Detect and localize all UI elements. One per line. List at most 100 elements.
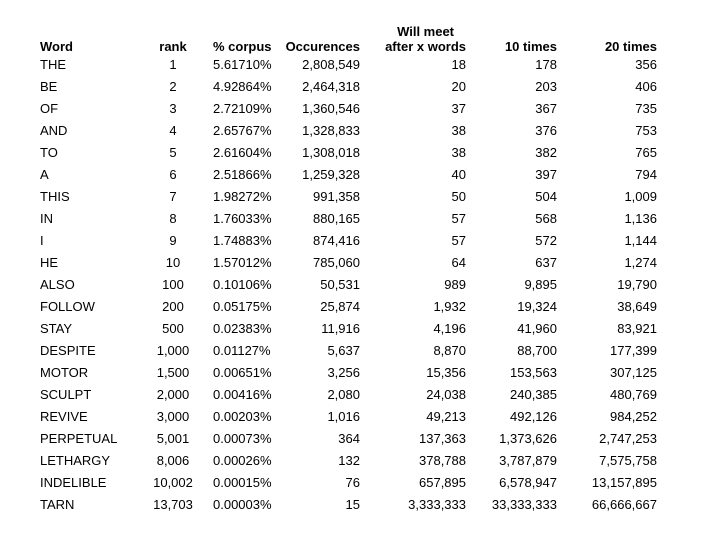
cell-10-times: 1,373,626	[499, 431, 557, 446]
cell-occurences: 76	[345, 475, 360, 490]
cell-10-times: 397	[535, 167, 557, 182]
cell-word: REVIVE	[40, 409, 88, 424]
cell-word: PERPETUAL	[40, 431, 118, 446]
table-row: FOLLOW 200 0.05175% 25,874 1,932 19,324 38,649	[40, 296, 657, 318]
cell-pct-corpus: 0.00651%	[213, 365, 272, 380]
table-row: TO 5 2.61604% 1,308,018 38 382 765	[40, 142, 657, 164]
cell-will-meet: 18	[451, 57, 466, 72]
header-will-meet-line1: Will meet	[397, 24, 455, 39]
cell-occurences: 50,531	[320, 277, 360, 292]
table-row: TARN 13,703 0.00003% 15 3,333,333 33,333,333 6…	[40, 494, 657, 516]
table-row: MOTOR 1,500 0.00651% 3,256 15,356 153,563 307,…	[40, 362, 657, 384]
cell-20-times: 1,136	[624, 211, 657, 226]
cell-pct-corpus: 2.65767%	[213, 123, 272, 138]
cell-20-times: 7,575,758	[599, 453, 657, 468]
cell-occurences: 1,308,018	[302, 145, 360, 160]
cell-pct-corpus: 1.76033%	[213, 211, 272, 226]
cell-rank: 1,500	[156, 365, 190, 380]
cell-20-times: 753	[635, 123, 657, 138]
cell-occurences: 11,916	[321, 321, 360, 336]
cell-will-meet: 64	[451, 255, 466, 270]
cell-10-times: 19,324	[517, 299, 557, 314]
cell-occurences: 991,358	[313, 189, 360, 204]
cell-rank: 1,000	[156, 343, 190, 358]
cell-20-times: 794	[635, 167, 657, 182]
cell-pct-corpus: 1.57012%	[213, 255, 272, 270]
cell-will-meet: 38	[451, 123, 466, 138]
table-row: OF 3 2.72109% 1,360,546 37 367 735	[40, 98, 657, 120]
cell-rank: 2,000	[156, 387, 190, 402]
cell-occurences: 874,416	[313, 233, 360, 248]
cell-will-meet: 50	[451, 189, 466, 204]
cell-will-meet: 657,895	[419, 475, 466, 490]
cell-word: HE	[40, 255, 59, 270]
cell-will-meet: 57	[451, 211, 466, 226]
cell-occurences: 5,637	[327, 343, 360, 358]
cell-pct-corpus: 0.00416%	[213, 387, 272, 402]
table-row: ALSO 100 0.10106% 50,531 989 9,895 19,790	[40, 274, 657, 296]
header-will-meet: Will meet after x words	[360, 16, 466, 54]
cell-20-times: 984,252	[610, 409, 657, 424]
table-row: LETHARGY 8,006 0.00026% 132 378,788 3,787,879…	[40, 450, 657, 472]
cell-rank: 4	[169, 123, 177, 138]
cell-rank: 9	[169, 233, 177, 248]
cell-10-times: 6,578,947	[499, 475, 557, 490]
header-10-times: 10 times	[504, 39, 557, 54]
cell-word: TO	[40, 145, 58, 160]
cell-rank: 1	[169, 57, 177, 72]
cell-20-times: 83,921	[617, 321, 657, 336]
table-row: I 9 1.74883% 874,416 57 572 1,144	[40, 230, 657, 252]
cell-20-times: 19,790	[617, 277, 657, 292]
cell-occurences: 1,016	[327, 409, 360, 424]
cell-occurences: 1,328,833	[302, 123, 360, 138]
cell-word: TARN	[40, 497, 75, 512]
table-row: REVIVE 3,000 0.00203% 1,016 49,213 492,126 984…	[40, 406, 657, 428]
header-will-meet-line2: after x words	[385, 39, 466, 54]
cell-20-times: 1,009	[624, 189, 657, 204]
cell-rank: 3	[169, 101, 177, 116]
cell-word: I	[40, 233, 44, 248]
cell-rank: 8,006	[156, 453, 190, 468]
cell-pct-corpus: 1.98272%	[213, 189, 272, 204]
cell-20-times: 480,769	[610, 387, 657, 402]
cell-rank: 10,002	[153, 475, 193, 490]
cell-10-times: 382	[535, 145, 557, 160]
cell-20-times: 177,399	[610, 343, 657, 358]
table-row: A 6 2.51866% 1,259,328 40 397 794	[40, 164, 657, 186]
header-20-times: 20 times	[604, 39, 657, 54]
cell-10-times: 153,563	[510, 365, 557, 380]
cell-10-times: 637	[535, 255, 557, 270]
cell-occurences: 2,808,549	[302, 57, 360, 72]
cell-20-times: 2,747,253	[599, 431, 657, 446]
cell-rank: 500	[162, 321, 184, 336]
cell-20-times: 307,125	[610, 365, 657, 380]
cell-20-times: 406	[635, 79, 657, 94]
cell-10-times: 376	[535, 123, 557, 138]
cell-10-times: 504	[535, 189, 557, 204]
cell-rank: 6	[169, 167, 177, 182]
cell-rank: 8	[169, 211, 177, 226]
table-row: STAY 500 0.02383% 11,916 4,196 41,960 83,921	[40, 318, 657, 340]
cell-word: THIS	[40, 189, 70, 204]
cell-will-meet: 4,196	[433, 321, 466, 336]
table-row: DESPITE 1,000 0.01127% 5,637 8,870 88,700 177,…	[40, 340, 657, 362]
table-row: BE 2 4.92864% 2,464,318 20 203 406	[40, 76, 657, 98]
cell-word: INDELIBLE	[40, 475, 107, 490]
header-row: Word rank % corpus Occurences Will meet …	[40, 16, 657, 54]
cell-word: DESPITE	[40, 343, 96, 358]
cell-will-meet: 38	[451, 145, 466, 160]
cell-10-times: 3,787,879	[499, 453, 557, 468]
cell-10-times: 568	[535, 211, 557, 226]
cell-word: BE	[40, 79, 58, 94]
cell-occurences: 364	[338, 431, 360, 446]
cell-rank: 100	[162, 277, 184, 292]
cell-will-meet: 378,788	[419, 453, 466, 468]
cell-occurences: 15	[345, 497, 360, 512]
cell-pct-corpus: 0.02383%	[213, 321, 272, 336]
cell-pct-corpus: 2.61604%	[213, 145, 272, 160]
cell-10-times: 88,700	[517, 343, 557, 358]
cell-pct-corpus: 0.00003%	[213, 497, 272, 512]
cell-10-times: 33,333,333	[491, 497, 557, 512]
cell-occurences: 785,060	[313, 255, 360, 270]
